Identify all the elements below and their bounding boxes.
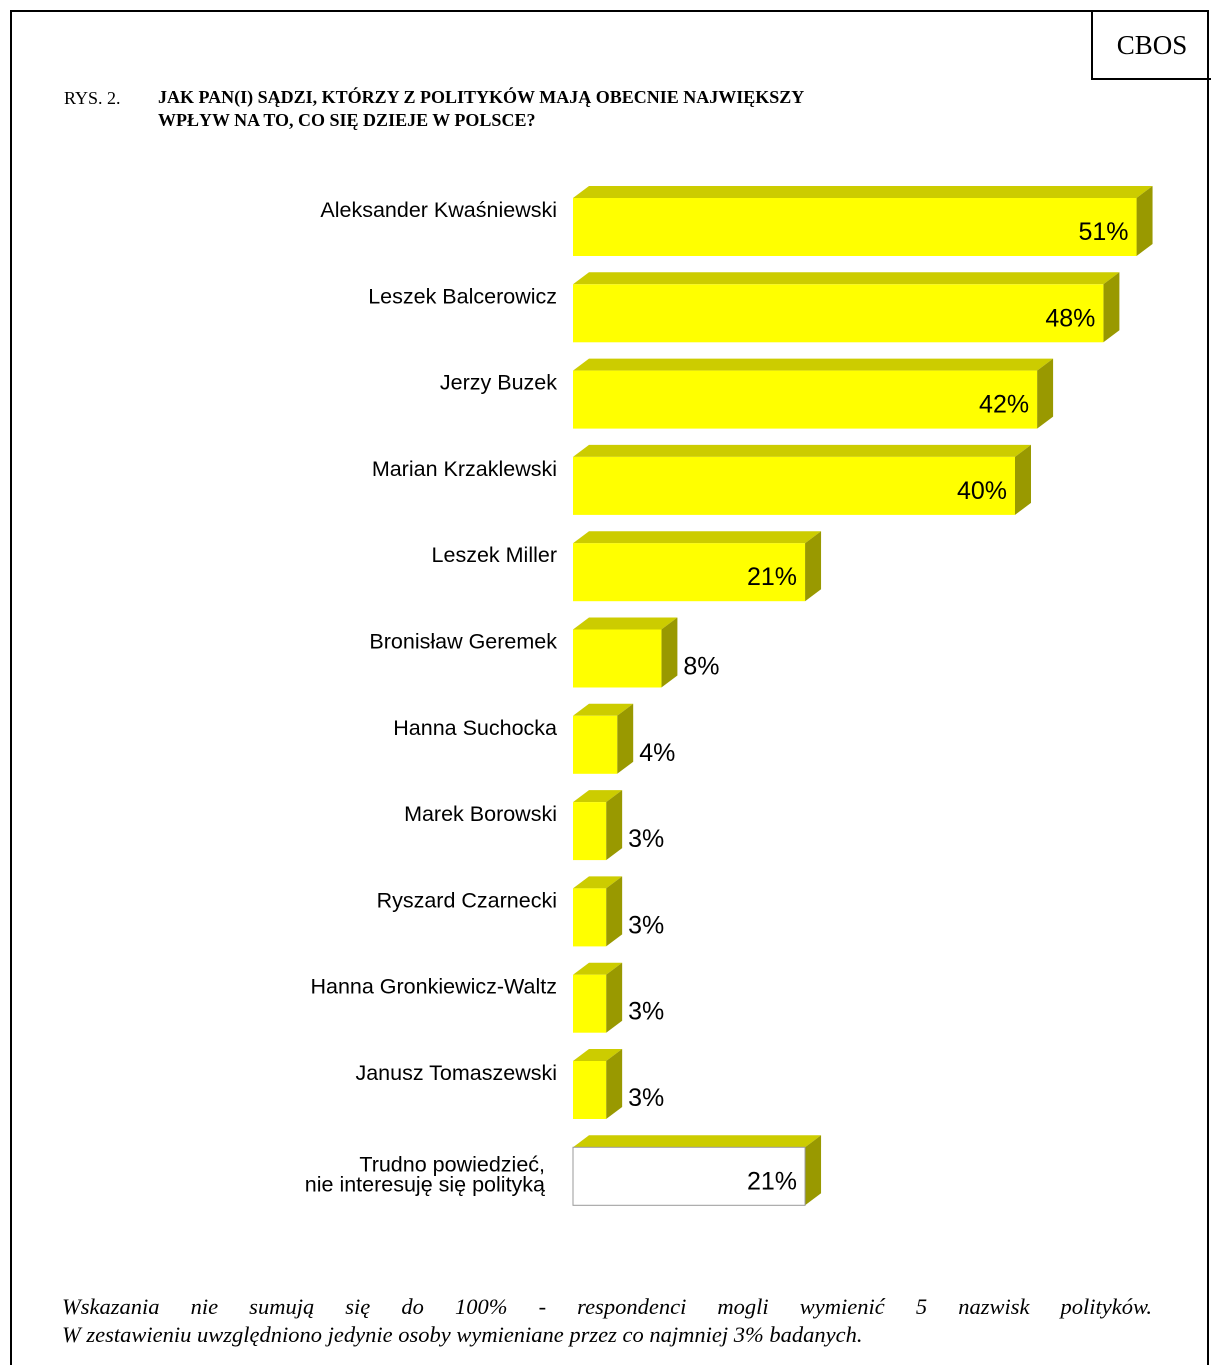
value-label: 3% bbox=[628, 1084, 664, 1112]
category-label: Aleksander Kwaśniewski bbox=[320, 198, 557, 222]
bar bbox=[573, 974, 607, 1033]
bar-side-face bbox=[1136, 186, 1153, 256]
category-label: Hanna Suchocka bbox=[393, 716, 557, 740]
figure-title-line-2: WPŁYW NA TO, CO SIĘ DZIEJE W POLSCE? bbox=[158, 110, 536, 130]
brand-label: CBOS bbox=[1116, 29, 1188, 60]
figure-number: RYS. 2. bbox=[64, 88, 121, 108]
value-label: 4% bbox=[639, 739, 675, 767]
category-label: Janusz Tomaszewski bbox=[355, 1061, 557, 1085]
category-label: Ryszard Czarnecki bbox=[377, 888, 557, 912]
bar bbox=[573, 888, 607, 947]
bar bbox=[573, 1061, 607, 1119]
value-label: 21% bbox=[747, 563, 797, 591]
category-label: Marek Borowski bbox=[404, 802, 557, 826]
bar-top-face bbox=[573, 790, 623, 803]
bar bbox=[573, 629, 662, 688]
bar-side-face bbox=[606, 1049, 623, 1119]
bar-chart: Aleksander Kwaśniewski 51% Leszek Balcerow… bbox=[305, 186, 1153, 1206]
bar-side-face bbox=[805, 1135, 822, 1206]
bar bbox=[573, 370, 1038, 429]
bar bbox=[573, 543, 806, 602]
value-label: 3% bbox=[628, 998, 664, 1026]
value-label: 42% bbox=[979, 391, 1029, 419]
value-label: 3% bbox=[628, 825, 664, 853]
bar-top-face bbox=[573, 617, 678, 630]
bar-top-face bbox=[573, 1049, 623, 1061]
bar bbox=[573, 802, 607, 861]
bar-side-face bbox=[606, 876, 623, 947]
footnote-line-2: W zestawieniu uwzględniono jedynie osoby… bbox=[62, 1322, 863, 1347]
category-label: Hanna Gronkiewicz-Waltz bbox=[310, 975, 557, 999]
bar-top-face bbox=[573, 444, 1031, 457]
bar-side-face bbox=[606, 962, 623, 1033]
value-label: 21% bbox=[747, 1167, 797, 1195]
bar-top-face bbox=[573, 272, 1120, 285]
bar-side-face bbox=[661, 617, 678, 688]
value-label: 3% bbox=[628, 911, 664, 939]
bar-side-face bbox=[606, 790, 623, 861]
category-label: Bronisław Geremek bbox=[369, 630, 557, 654]
bar-top-face bbox=[573, 1135, 822, 1148]
bar bbox=[573, 198, 1137, 256]
bar-top-face bbox=[573, 876, 623, 889]
bar-top-face bbox=[573, 186, 1153, 198]
bar bbox=[573, 456, 1015, 515]
bar-side-face bbox=[617, 703, 634, 774]
category-label: Leszek Miller bbox=[432, 543, 557, 567]
figure-title-line-1: JAK PAN(I) SĄDZI, KTÓRZY Z POLITYKÓW MAJ… bbox=[158, 87, 805, 107]
bar bbox=[573, 715, 618, 774]
bar-top-face bbox=[573, 531, 822, 544]
value-label: 40% bbox=[957, 477, 1007, 505]
bar-top-face bbox=[573, 962, 623, 975]
value-label: 8% bbox=[683, 653, 719, 681]
bar-side-face bbox=[1015, 444, 1031, 515]
value-label: 51% bbox=[1079, 218, 1129, 246]
category-label: Trudno powiedzieć, nie interesuję się pol… bbox=[305, 1152, 545, 1196]
category-label: Marian Krzaklewski bbox=[372, 457, 557, 481]
bar-side-face bbox=[1103, 272, 1120, 343]
bar-side-face bbox=[805, 531, 822, 602]
footnote-line-1: Wskazania nie sumują się do 100% - respo… bbox=[62, 1294, 1152, 1319]
bar bbox=[573, 284, 1104, 343]
cbos-logo-box: CBOS bbox=[1091, 12, 1211, 80]
category-label: Leszek Balcerowicz bbox=[368, 284, 557, 308]
value-label: 48% bbox=[1045, 304, 1095, 332]
bar-top-face bbox=[573, 703, 634, 716]
bar-top-face bbox=[573, 358, 1054, 371]
bar bbox=[572, 1146, 806, 1206]
figure-title: JAK PAN(I) SĄDZI, KTÓRZY Z POLITYKÓW MAJ… bbox=[158, 86, 918, 132]
bar-side-face bbox=[1037, 358, 1054, 429]
category-label: Jerzy Buzek bbox=[440, 371, 557, 395]
footnote: Wskazania nie sumują się do 100% - respo… bbox=[62, 1293, 1152, 1349]
